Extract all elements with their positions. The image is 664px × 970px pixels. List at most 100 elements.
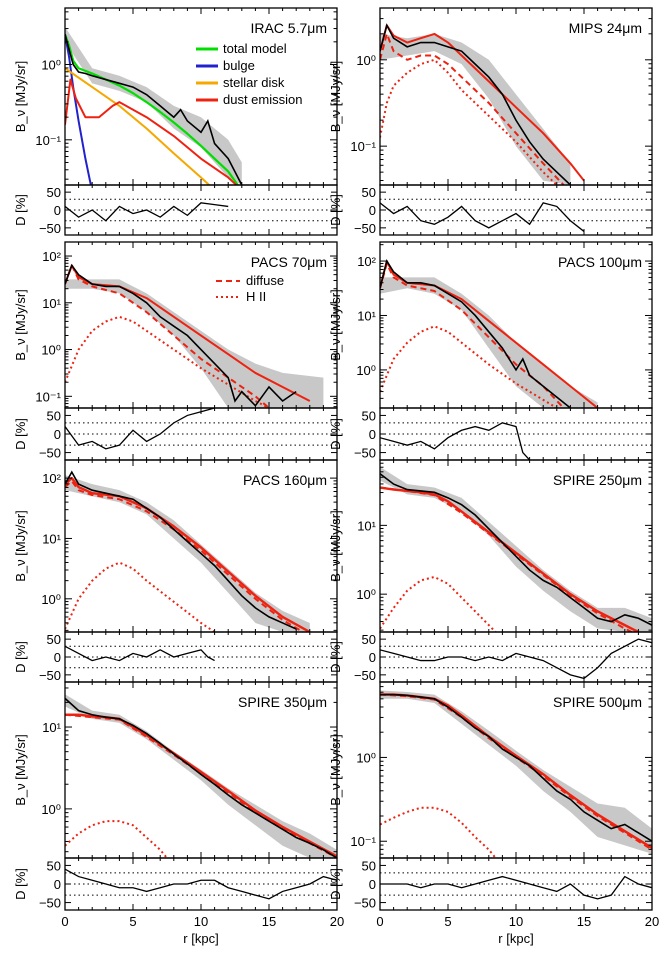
d-tick-label: 0	[369, 650, 376, 665]
legend-irac: total model bulge stellar disk dust emissio…	[196, 41, 302, 107]
legend-label-total: total model	[223, 41, 287, 56]
x-tick-label: 10	[509, 914, 523, 929]
d-axis-label: D [%]	[13, 418, 28, 450]
legend-label-dust: dust emission	[223, 92, 302, 107]
d-axis-label: D [%]	[13, 194, 28, 226]
d-tick-label: 0	[54, 203, 61, 218]
y-tick-label: 10⁻¹	[35, 389, 61, 404]
y-axis-label: B_ν [MJy/sr]	[328, 734, 343, 806]
d-tick-label: −50	[354, 446, 376, 461]
residual-line	[65, 645, 215, 662]
model-line-model-2	[65, 820, 168, 858]
plot-area	[380, 690, 652, 858]
model-line-model-0	[380, 260, 599, 408]
y-tick-label: 10⁰	[356, 53, 376, 68]
panel-pacs70: 10⁻¹ 10⁰ 10¹ 10² 50 0 −50 PACS 70μm B_ν [MJy/sr]…	[13, 241, 338, 461]
model-line-model-1	[380, 486, 633, 632]
y-tick-label: 10⁰	[41, 343, 61, 358]
d-tick-label: 50	[362, 858, 376, 873]
x-axis-label: r [kpc]	[498, 931, 533, 946]
legend-label-0: diffuse	[246, 273, 284, 288]
x-tick-label: 15	[577, 914, 591, 929]
model-line-total-0	[65, 33, 239, 185]
observed-profile	[380, 259, 571, 408]
d-axis-label: D [%]	[328, 194, 343, 226]
model-line-model-1	[65, 264, 270, 408]
y-axis-label: B_ν [MJy/sr]	[13, 734, 28, 806]
y-tick-label: 10⁰	[356, 363, 376, 378]
residual-plot	[380, 202, 585, 232]
d-tick-label: −50	[354, 896, 376, 911]
x-tick-label: 15	[262, 914, 276, 929]
panel-irac: 10⁻¹ 10⁰ 50 0 −50 IRAC 5.7μm B_ν [MJy/sr] D [%]…	[13, 7, 338, 236]
uncertainty-band	[380, 277, 598, 408]
d-tick-label: −50	[39, 221, 61, 236]
residual-plot	[380, 422, 531, 460]
x-tick-label: 0	[61, 914, 68, 929]
y-tick-label: 10⁻¹	[350, 139, 376, 154]
uncertainty-band	[380, 690, 652, 854]
observed-profile	[380, 23, 571, 185]
y-tick-label: 10¹	[357, 308, 376, 323]
d-tick-label: −50	[39, 896, 61, 911]
residual-plot	[65, 408, 215, 450]
panel-title: SPIRE 500μm	[553, 694, 642, 710]
panel-title: PACS 70μm	[251, 254, 327, 270]
residual-plot	[65, 202, 229, 222]
plot-area	[65, 263, 324, 408]
x-tick-label: 5	[444, 914, 451, 929]
d-axis-label: D [%]	[328, 418, 343, 450]
d-axis-label: D [%]	[13, 868, 28, 900]
legend-label-bulge: bulge	[223, 58, 255, 73]
y-axis-label: B_ν [MJy/sr]	[328, 289, 343, 361]
model-line-bulge-1	[65, 34, 92, 185]
model-line-model-2	[380, 806, 497, 858]
observed-profile	[65, 470, 297, 630]
panel-title: PACS 100μm	[558, 254, 642, 270]
d-axis-label: D [%]	[13, 641, 28, 673]
uncertainty-band	[380, 33, 571, 185]
observed-profile	[380, 693, 652, 842]
model-line-model-2	[380, 58, 558, 185]
model-line-model-0	[380, 486, 639, 632]
d-tick-label: 50	[362, 408, 376, 423]
y-tick-label: 10⁰	[356, 750, 376, 765]
residual-line	[380, 875, 652, 900]
panel-spire250: 10⁰ 10¹ 50 0 −50 SPIRE 250μm B_ν [MJy/sr] D [%]	[328, 459, 653, 683]
d-tick-label: 50	[47, 408, 61, 423]
legend-label-disk: stellar disk	[223, 75, 285, 90]
x-tick-label: 10	[194, 914, 208, 929]
residual-plot	[65, 868, 337, 900]
y-tick-label: 10¹	[357, 518, 376, 533]
legend-label-1: H II	[246, 289, 266, 304]
d-tick-label: −50	[354, 221, 376, 236]
d-tick-label: −50	[39, 446, 61, 461]
panel-title: PACS 160μm	[243, 472, 327, 488]
x-tick-label: 20	[645, 914, 659, 929]
d-tick-label: 0	[369, 427, 376, 442]
residual-plot	[65, 645, 215, 662]
observed-profile	[65, 34, 243, 185]
y-tick-label: 10⁰	[41, 802, 61, 817]
y-axis-label: B_ν [MJy/sr]	[328, 510, 343, 582]
observed-profile	[380, 473, 652, 626]
d-tick-label: 50	[47, 858, 61, 873]
model-line-model-2	[380, 575, 497, 632]
observed-profile	[65, 263, 297, 407]
x-tick-label: 20	[330, 914, 344, 929]
y-tick-label: 10²	[42, 249, 61, 264]
d-tick-label: 50	[362, 185, 376, 200]
plot-area	[65, 470, 311, 632]
y-tick-label: 10²	[357, 254, 376, 269]
model-line-disk-2	[65, 67, 210, 185]
panel-pacs160: 10⁰ 10¹ 10² 50 0 −50 PACS 160μm B_ν [MJy/sr] D […	[13, 459, 338, 683]
residual-line	[380, 638, 652, 680]
d-tick-label: 0	[54, 650, 61, 665]
y-tick-label: 10⁰	[356, 587, 376, 602]
panel-pacs100: 10⁰ 10¹ 10² 50 0 −50 PACS 100μm B_ν [MJy/sr] D […	[328, 241, 653, 461]
observed-profile	[65, 697, 337, 858]
